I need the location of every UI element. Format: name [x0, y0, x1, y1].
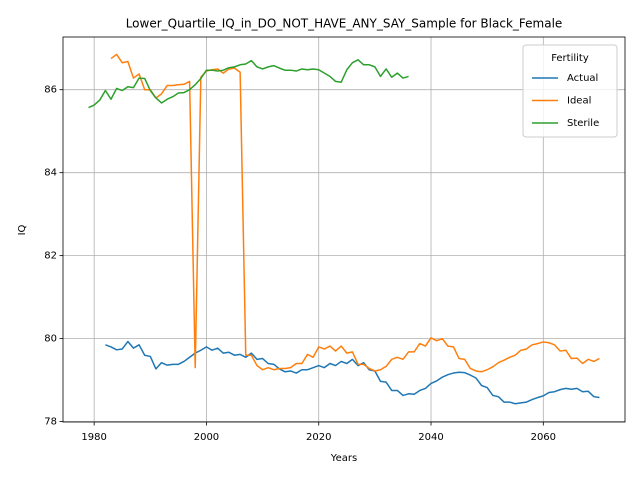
- plot-frame: [62, 36, 626, 423]
- legend-label: Actual: [567, 73, 598, 84]
- series-line: [105, 340, 600, 405]
- y-tick-label: 86: [44, 85, 57, 96]
- y-tick-label: 80: [44, 334, 57, 345]
- legend-label: Sterile: [567, 118, 599, 129]
- x-tick-label: 2020: [306, 432, 331, 443]
- y-tick-label: 78: [44, 417, 57, 428]
- chart-title: Lower_Quartile_IQ_in_DO_NOT_HAVE_ANY_SAY…: [126, 17, 563, 31]
- legend-label: Ideal: [567, 96, 591, 107]
- x-tick-label: 2060: [531, 432, 556, 443]
- legend-title: Fertility: [551, 53, 589, 64]
- x-tick-label: 2000: [194, 432, 219, 443]
- x-tick-label: 1980: [81, 432, 106, 443]
- legend-box: [522, 44, 618, 138]
- y-tick-label: 82: [44, 251, 57, 262]
- series-line: [88, 59, 409, 109]
- y-tick-label: 84: [44, 168, 57, 179]
- x-axis-label: Years: [330, 453, 357, 464]
- x-tick-label: 2040: [418, 432, 443, 443]
- series-line: [110, 53, 600, 373]
- y-axis-label: IQ: [17, 224, 28, 235]
